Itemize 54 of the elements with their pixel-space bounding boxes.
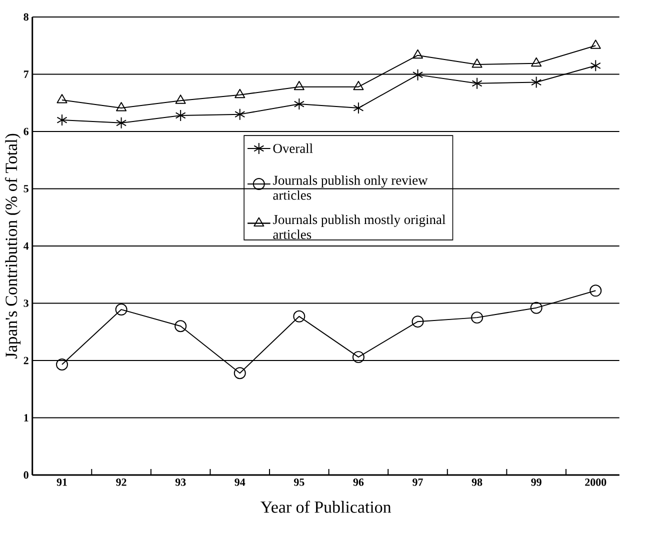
x-tick-label: 95 [294,478,304,486]
x-tick-label: 99 [531,478,542,486]
point [531,76,542,88]
x-tick-label: 2000 [585,478,606,486]
y-axis-title: Japan's Contribution (% of Total) [4,134,21,359]
x-tick-label: 98 [472,478,482,486]
x-tick-label: 92 [116,478,126,486]
point [175,109,186,122]
point [116,102,127,112]
y-tick-label: 4 [24,242,29,250]
legend-label: Journals publish mostly original articles [273,214,446,240]
legend-label: Journals publish only review articles [273,175,428,200]
y-tick-label: 2 [24,356,28,364]
point [174,320,187,332]
point [294,80,304,90]
point [531,57,542,67]
point [412,49,424,59]
point [590,284,602,297]
x-axis-title: Year of Publication [260,500,392,513]
x-tick-label: 94 [234,478,246,486]
point [56,94,68,104]
point [56,114,68,126]
point [412,68,424,81]
point [234,108,246,120]
point [175,94,186,104]
point [353,80,364,90]
point [234,88,246,98]
point [294,98,304,110]
point [115,304,128,316]
point [116,116,127,129]
point [590,40,601,49]
point [352,351,364,364]
point [412,316,424,328]
point [472,77,482,90]
x-tick-label: 91 [56,478,67,486]
point [530,302,542,314]
legend-label: Overall [273,144,313,154]
point [590,60,601,72]
x-tick-label: 97 [412,478,423,486]
x-tick-label: 93 [175,478,186,486]
y-tick-label: 5 [24,185,28,192]
point [293,310,306,322]
x-tick-label: 96 [353,478,364,486]
y-tick-label: 7 [24,70,29,78]
point [353,102,364,114]
point [56,358,68,371]
y-tick-label: 3 [24,300,28,307]
point [471,312,484,324]
point [234,367,246,380]
y-tick-label: 8 [24,13,28,21]
point [472,58,482,68]
y-tick-label: 0 [24,471,28,479]
y-tick-label: 1 [24,414,28,422]
y-tick-label: 6 [24,128,29,136]
